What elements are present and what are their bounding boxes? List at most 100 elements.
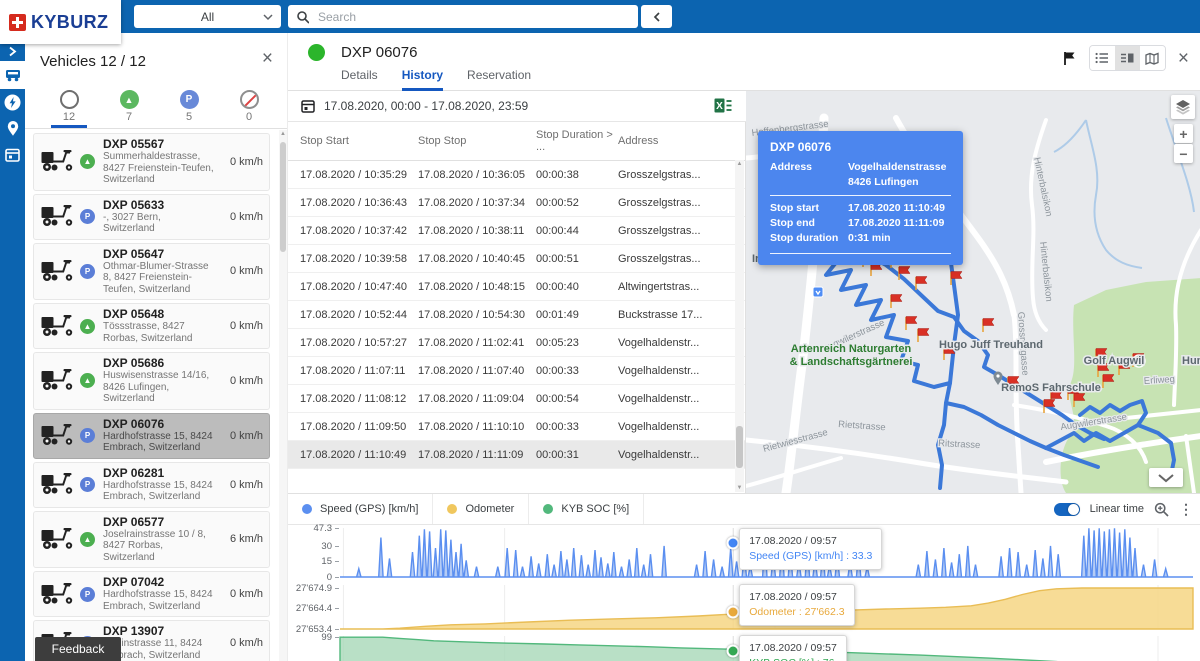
vehicle-list-item[interactable]: P DXP 05647 Othmar-Blumer-Strasse 8, 8427 … (33, 242, 270, 300)
stop-flag-marker[interactable] (1097, 363, 1110, 378)
vehicle-speed: 0 km/h (229, 210, 263, 223)
stops-table-row[interactable]: 17.08.2020 / 10:37:42 17.08.2020 / 10:38:… (288, 217, 745, 245)
tab-details[interactable]: Details (341, 68, 378, 82)
stops-table-row[interactable]: 17.08.2020 / 10:47:40 17.08.2020 / 10:48:… (288, 273, 745, 301)
date-range-text[interactable]: 17.08.2020, 00:00 - 17.08.2020, 23:59 (324, 98, 529, 113)
export-excel-button[interactable]: X (714, 97, 732, 119)
vehicle-list-item[interactable]: P DXP 07042 Hardhofstrasse 15, 8424 Embrac… (33, 571, 270, 617)
detail-header: DXP 06076 Details History Reservation × (288, 33, 1200, 91)
map-zoom-in-button[interactable]: + (1174, 124, 1193, 143)
stops-column-header[interactable]: Stop Start (300, 135, 349, 147)
chart-zoom-icon[interactable] (1154, 502, 1169, 517)
vehicle-list-item[interactable]: ▲ DXP 05567 Summerhaldestrasse, 8427 Freie… (33, 133, 270, 191)
vehicle-filter-inactive[interactable]: 0 (229, 85, 269, 128)
vehicle-list-item[interactable]: ▲ DXP 05686 Huswisenstrasse 14/16, 8426 Lu… (33, 352, 270, 410)
nav-item-locations[interactable] (0, 115, 25, 141)
nav-item-charging[interactable] (0, 89, 25, 115)
map-collapse-button[interactable] (1149, 468, 1183, 487)
poi-pin-icon[interactable] (993, 371, 1003, 386)
view-map-button[interactable] (1139, 46, 1165, 70)
flag-icon[interactable] (1062, 50, 1077, 66)
stops-column-header[interactable]: Stop Stop (418, 135, 467, 147)
close-detail-icon[interactable]: × (1177, 47, 1189, 69)
vehicle-status-badge: P (80, 428, 95, 443)
stop-flag-marker[interactable] (1095, 348, 1108, 363)
legend-item[interactable]: Speed (GPS) [km/h] (288, 494, 434, 524)
nav-item-vehicles[interactable] (0, 61, 25, 89)
vehicle-status-filters: 12 ▲ 7 P 5 0 (25, 85, 287, 129)
stream-lines (1053, 117, 1195, 269)
feedback-button[interactable]: Feedback (35, 637, 121, 661)
stop-flag-marker[interactable] (917, 328, 930, 343)
legend-item[interactable]: KYB SOC [%] (529, 494, 645, 524)
layers-icon (1176, 100, 1190, 115)
chart-menu-icon[interactable]: ⋮ (1179, 500, 1193, 517)
chart-legend: Speed (GPS) [km/h] Odometer KYB SOC [%] Li… (288, 494, 1200, 525)
stops-table-scrollbar[interactable]: ▲ ▼ (735, 160, 744, 492)
stop-flag-marker[interactable] (950, 271, 963, 286)
y-axis-label: 30 (321, 540, 332, 552)
view-split-button[interactable] (1114, 46, 1140, 70)
stop-flag-marker[interactable] (905, 316, 918, 331)
stops-column-header[interactable]: Stop Duration > ... (536, 129, 613, 153)
vehicle-filter-moving[interactable]: ▲ 7 (109, 85, 149, 128)
stop-flag-marker[interactable] (943, 346, 956, 361)
tab-history[interactable]: History (401, 68, 444, 91)
stop-flag-marker[interactable] (1067, 386, 1080, 401)
stops-table-row[interactable]: 17.08.2020 / 10:52:44 17.08.2020 / 10:54:… (288, 301, 745, 329)
stop-flag-marker[interactable] (915, 276, 928, 291)
scope-dropdown-value: All (200, 9, 215, 24)
stops-table-row[interactable]: 17.08.2020 / 10:36:43 17.08.2020 / 10:37:… (288, 189, 745, 217)
stop-flag-marker[interactable] (1073, 393, 1086, 408)
vehicle-list-item[interactable]: P DXP 06076 Hardhofstrasse 15, 8424 Embrac… (33, 412, 270, 459)
filter-count: 7 (125, 111, 133, 123)
vehicle-name: DXP 05647 (103, 246, 165, 261)
nav-item-calendar[interactable] (0, 141, 25, 167)
stop-flag-marker[interactable] (1043, 399, 1056, 414)
tab-reservation[interactable]: Reservation (467, 68, 532, 82)
stops-column-header[interactable]: Address (618, 135, 659, 147)
stop-flag-marker[interactable] (890, 294, 903, 309)
expand-rail-button[interactable] (0, 38, 25, 64)
vehicle-list-item[interactable]: ▲ DXP 05648 Tössstrasse, 8427 Rorbas, Swit… (33, 303, 270, 349)
vehicle-list-item[interactable]: P DXP 05633 -, 3027 Bern, Switzerland 0 km/… (33, 193, 270, 240)
map-view[interactable]: HoffenbergstrasseAugwilerstrasseGrosszel… (746, 90, 1200, 493)
stop-flag-marker[interactable] (1007, 376, 1020, 391)
map-layers-button[interactable] (1171, 95, 1195, 119)
legend-item[interactable]: Odometer (433, 494, 530, 524)
collapse-search-button[interactable] (641, 5, 672, 28)
scope-dropdown[interactable]: All (134, 5, 281, 28)
vehicle-list-item[interactable]: P DXP 06281 Hardhofstrasse 15, 8424 Embrac… (33, 461, 270, 508)
vehicle-address: Joselrainstrasse 10 / 8, 8427 Rorbas, Sw… (103, 528, 206, 563)
vehicle-filter-all[interactable]: 12 (49, 85, 89, 128)
vehicle-list-item[interactable]: ▲ DXP 06577 Joselrainstrasse 10 / 8, 8427 … (33, 510, 270, 568)
app-logo[interactable]: KYBURZ (0, 0, 121, 44)
calendar-icon[interactable] (301, 99, 315, 113)
map-zoom-out-button[interactable]: − (1174, 144, 1193, 163)
stops-table-row[interactable]: 17.08.2020 / 11:08:12 17.08.2020 / 11:09:… (288, 385, 745, 413)
view-list-button[interactable] (1089, 46, 1115, 70)
stops-table-row[interactable]: 17.08.2020 / 11:09:50 17.08.2020 / 11:10:… (288, 413, 745, 441)
stops-table-row[interactable]: 17.08.2020 / 11:10:49 17.08.2020 / 11:11:… (288, 441, 745, 469)
stop-flag-marker[interactable] (898, 266, 911, 281)
vehicle-list-scrollbar[interactable]: ▲ (279, 130, 287, 661)
stop-flag-marker[interactable] (982, 318, 995, 333)
station-marker[interactable] (812, 286, 824, 298)
filter-inactive-icon (239, 90, 259, 109)
stops-table-row[interactable]: 17.08.2020 / 10:35:29 17.08.2020 / 10:36:… (288, 161, 745, 189)
stops-table-row[interactable]: 17.08.2020 / 10:39:58 17.08.2020 / 10:40:… (288, 245, 745, 273)
stop-flag-marker[interactable] (1050, 391, 1063, 406)
linear-time-toggle[interactable] (1053, 502, 1080, 516)
stop-flag-marker[interactable] (1118, 361, 1131, 376)
stops-table-row[interactable]: 17.08.2020 / 11:07:11 17.08.2020 / 11:07:… (288, 357, 745, 385)
golf-poi-icon[interactable] (1132, 354, 1146, 368)
close-vehicles-panel-icon[interactable]: × (261, 48, 273, 69)
stop-flag-marker[interactable] (1102, 374, 1115, 389)
search-input[interactable] (316, 8, 630, 25)
status-dot (308, 44, 325, 61)
vehicle-icon (5, 70, 20, 82)
search-bar[interactable] (288, 5, 638, 28)
stops-table-row[interactable]: 17.08.2020 / 10:57:27 17.08.2020 / 11:02:… (288, 329, 745, 357)
